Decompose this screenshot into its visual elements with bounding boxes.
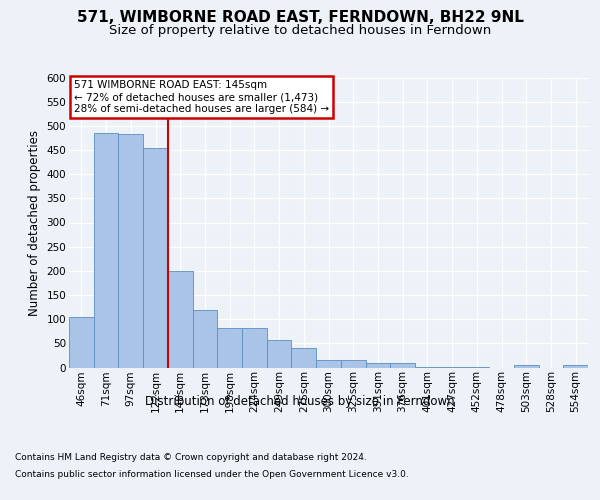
Text: 571, WIMBORNE ROAD EAST, FERNDOWN, BH22 9NL: 571, WIMBORNE ROAD EAST, FERNDOWN, BH22 … [77,10,523,25]
Bar [341,360,365,368]
Text: Size of property relative to detached houses in Ferndown: Size of property relative to detached ho… [109,24,491,37]
Bar [118,134,143,368]
Bar [316,360,341,368]
Bar [193,310,217,368]
Text: 571 WIMBORNE ROAD EAST: 145sqm
← 72% of detached houses are smaller (1,473)
28% : 571 WIMBORNE ROAD EAST: 145sqm ← 72% of … [74,80,329,114]
Text: Contains HM Land Registry data © Crown copyright and database right 2024.: Contains HM Land Registry data © Crown c… [15,452,367,462]
Bar [242,328,267,368]
Y-axis label: Number of detached properties: Number of detached properties [28,130,41,316]
Bar [292,348,316,368]
Bar [143,148,168,368]
Bar [563,364,588,368]
Text: Distribution of detached houses by size in Ferndown: Distribution of detached houses by size … [145,395,455,408]
Text: Contains public sector information licensed under the Open Government Licence v3: Contains public sector information licen… [15,470,409,479]
Bar [390,362,415,368]
Bar [168,271,193,368]
Bar [94,133,118,368]
Bar [365,362,390,368]
Bar [514,365,539,368]
Bar [69,317,94,368]
Bar [267,340,292,367]
Bar [217,328,242,368]
